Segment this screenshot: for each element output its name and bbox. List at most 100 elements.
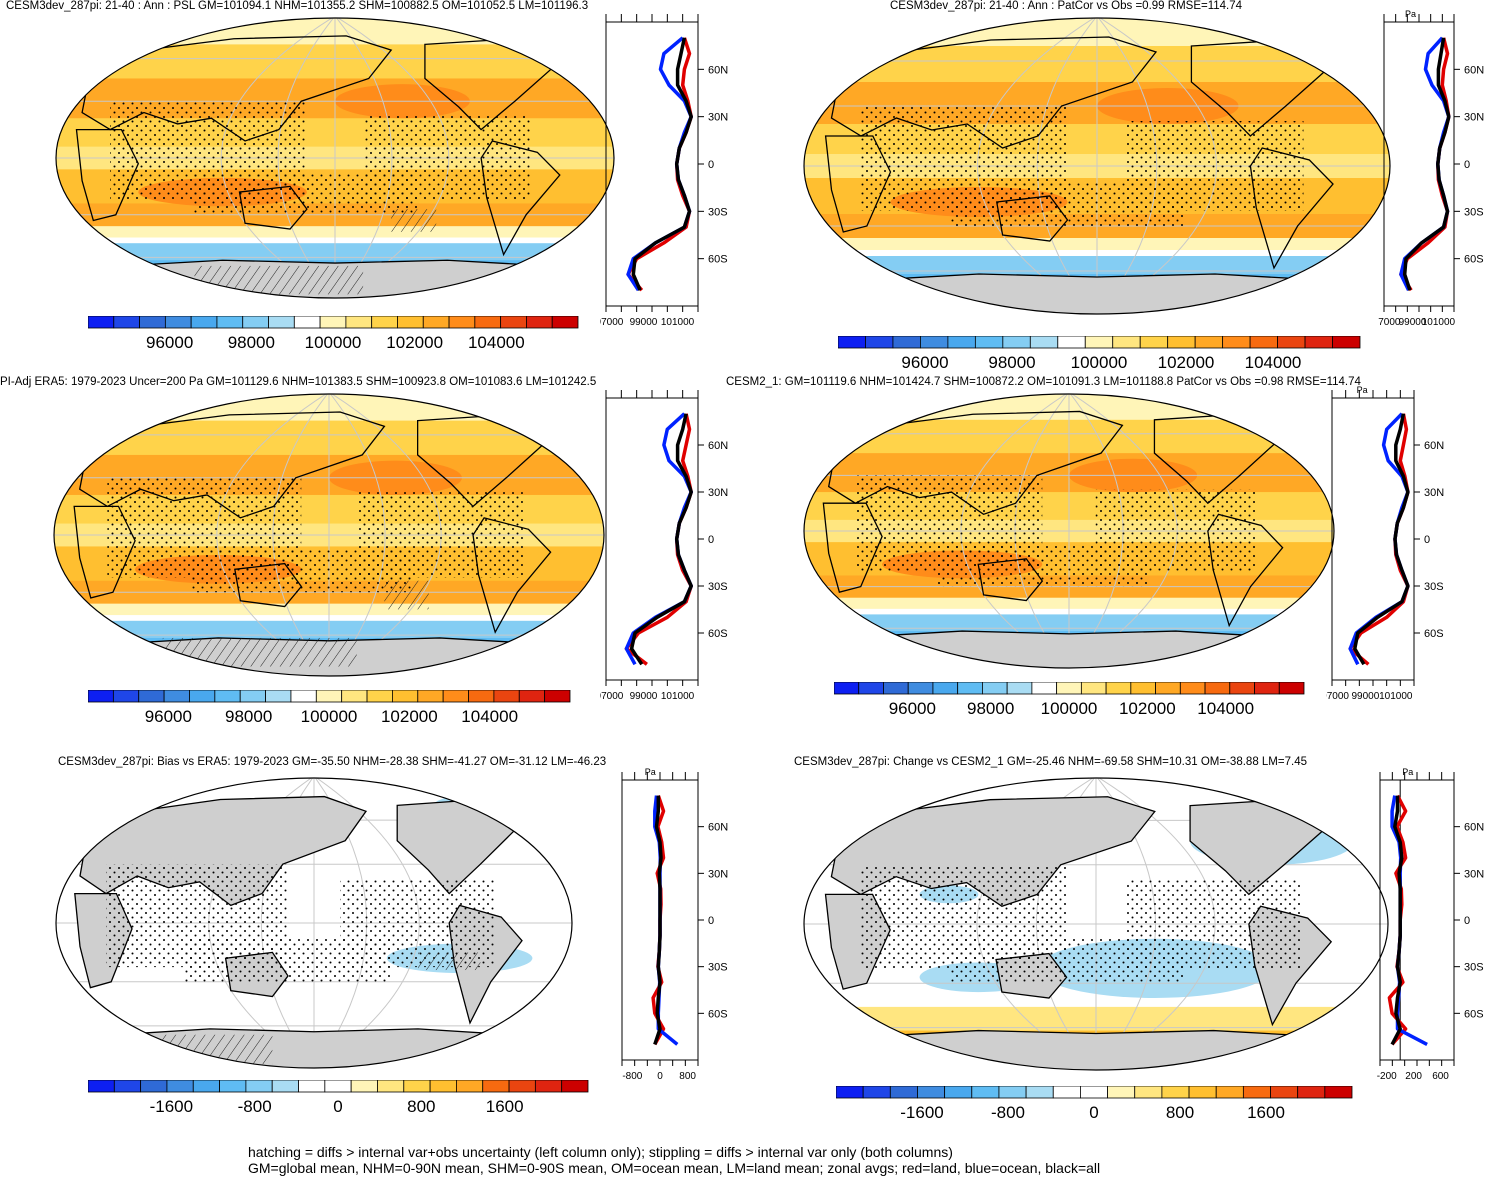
colorbar-swatch [319,316,347,329]
colorbar-swatch [366,690,393,703]
colorbar-swatch [1229,682,1255,695]
profile-series-land [626,37,693,292]
colorbar-swatch [561,1080,589,1093]
lat-tick-label: 0 [1464,915,1470,927]
colorbar-swatch [245,1080,273,1093]
lat-tick-label: 30N [708,868,728,880]
x-tick-label: 97000 [600,691,624,702]
colorbar-swatch [242,316,269,329]
zonal-profile: 60N 30N 0 30S 60S 9700099000101000 Pa [1378,9,1484,328]
profile-series-all [1402,37,1451,291]
colorbar-swatch [526,316,553,329]
colorbar-swatch [889,1086,918,1099]
colorbar-swatch [88,1080,115,1093]
x-tick-label: 97000 [600,317,624,328]
colorbar-swatch [838,336,866,349]
colorbar-swatch [836,1086,864,1099]
profile-series-ocean [1348,412,1410,666]
world-map [55,17,615,299]
profile-series-all [629,413,693,666]
x-tick-label: 97000 [1378,317,1401,328]
colorbar-swatch [429,1080,457,1093]
lat-tick-label: 30N [1424,487,1444,499]
colorbar-swatch [932,682,959,695]
colorbar-swatch [192,1080,220,1093]
lat-tick-label: 30N [708,487,728,499]
colorbar-swatch [1025,1086,1054,1099]
colorbar-swatch [345,316,373,329]
unit-label: Pa [1357,385,1368,395]
colorbar-swatch [1112,336,1141,349]
colorbar-swatch [1222,336,1251,349]
colorbar-label: -1600 [150,1097,193,1116]
x-tick-label: 99000 [630,317,658,328]
colorbar-swatch [1084,336,1114,349]
x-tick-label: 101000 [661,317,695,328]
panel-title: CESM2_1: GM=101119.6 NHM=101424.7 SHM=10… [726,376,1361,388]
world-map [803,393,1335,669]
colorbar-label: 98000 [988,353,1035,372]
colorbar-swatch [518,690,546,703]
colorbar-swatch [865,336,894,349]
colorbar-swatch [164,316,192,329]
profile-series-land [1399,37,1451,292]
colorbar: -1600 -800 0 800 1600 [88,1080,589,1116]
colorbar-swatch [1254,682,1280,695]
panel-title: CESM3dev_287pi: Change vs CESM2_1 GM=-25… [794,756,1307,768]
lat-tick-label: 30N [708,112,728,124]
panel-cesm2-psl: CESM2_1: GM=101119.6 NHM=101424.7 SHM=10… [726,370,1496,718]
x-tick-label: 99000 [1399,317,1427,328]
profile-series-ocean [624,412,693,666]
colorbar-swatch [341,690,368,703]
colorbar-swatch [88,690,114,703]
colorbar-swatch [1332,336,1361,349]
colorbar-swatch [189,690,216,703]
lat-tick-label: 30S [1424,581,1444,593]
lat-tick-label: 0 [708,159,714,171]
lat-tick-label: 30N [1464,868,1484,880]
lat-tick-label: 0 [708,915,714,927]
colorbar-swatch [1194,336,1224,349]
x-tick-label: 97000 [1326,691,1349,702]
colorbar-swatch [971,1086,1000,1099]
colorbar-label: 102000 [381,707,438,726]
lat-tick-label: 60S [1464,1008,1484,1020]
colorbar-swatch [1057,336,1086,349]
lat-tick-label: 60N [1464,822,1484,834]
zonal-profile: 60N 30N 0 30S 60S 9700099000101000 Pa [1326,385,1444,702]
profile-series-all [653,795,663,1045]
colorbar: 96000 98000 100000 102000 104000 [838,336,1361,372]
colorbar-swatch [917,1086,946,1099]
lat-tick-label: 60N [708,64,728,76]
colorbar-swatch [892,336,921,349]
colorbar-swatch [1277,336,1306,349]
lat-tick-label: 30S [1464,962,1484,974]
colorbar-label: 104000 [1245,353,1302,372]
colorbar-label: 104000 [461,707,518,726]
colorbar-swatch [1006,682,1033,695]
colorbar: 96000 98000 100000 102000 104000 [834,682,1305,718]
colorbar-swatch [1304,336,1333,349]
colorbar-swatch [1080,1086,1108,1099]
profile-series-ocean [626,36,693,292]
colorbar-swatch [1324,1086,1353,1099]
colorbar-swatch [113,316,140,329]
colorbar-swatch [482,1080,510,1093]
x-tick-label: 101000 [1422,317,1456,328]
panel-model-psl: CESM3dev_287pi: 21-40 : Ann : PSL GM=101… [0,0,740,360]
lat-tick-label: 60S [708,628,728,640]
colorbar-swatch [138,690,165,703]
colorbar-swatch [298,1080,326,1093]
colorbar-swatch [293,316,321,329]
lat-tick-label: 60S [1464,254,1484,266]
lat-tick-label: 60N [1464,64,1484,76]
colorbar-label: 102000 [1158,353,1215,372]
colorbar-swatch [1204,682,1231,695]
colorbar: 96000 98000 100000 102000 104000 [88,316,579,352]
colorbar-swatch [974,336,1004,349]
colorbar-swatch [442,690,469,703]
colorbar: -1600 -800 0 800 1600 [836,1086,1353,1122]
lat-tick-label: 30N [1464,112,1484,124]
colorbar-swatch [947,336,976,349]
